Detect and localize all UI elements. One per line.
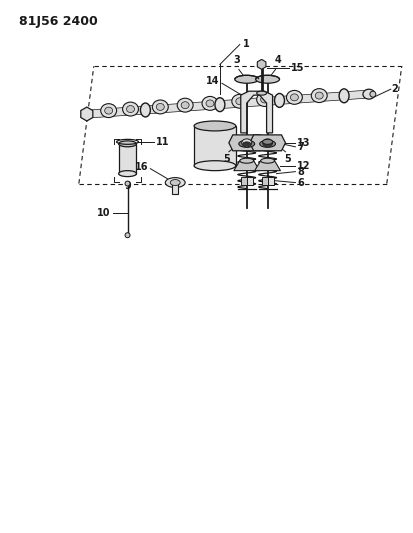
- Text: 4: 4: [274, 55, 281, 66]
- Ellipse shape: [194, 161, 236, 171]
- Text: 10: 10: [97, 208, 111, 219]
- Text: 7: 7: [297, 142, 304, 152]
- Ellipse shape: [202, 96, 218, 110]
- Ellipse shape: [235, 75, 259, 83]
- Ellipse shape: [256, 75, 280, 83]
- Ellipse shape: [370, 91, 376, 97]
- Ellipse shape: [315, 92, 323, 99]
- Polygon shape: [255, 161, 280, 171]
- Polygon shape: [229, 135, 265, 151]
- Text: 13: 13: [297, 138, 311, 148]
- Polygon shape: [268, 176, 273, 184]
- Bar: [194, 126, 236, 166]
- Polygon shape: [247, 176, 253, 184]
- Ellipse shape: [256, 91, 267, 95]
- Ellipse shape: [256, 93, 273, 107]
- Ellipse shape: [339, 89, 349, 103]
- Text: 11: 11: [157, 137, 170, 147]
- Ellipse shape: [125, 233, 130, 238]
- Ellipse shape: [261, 96, 268, 103]
- Ellipse shape: [165, 177, 185, 188]
- Polygon shape: [250, 135, 285, 151]
- Text: 1: 1: [243, 38, 249, 49]
- Ellipse shape: [263, 142, 272, 146]
- Ellipse shape: [236, 98, 244, 105]
- Ellipse shape: [177, 98, 193, 112]
- Polygon shape: [234, 161, 260, 171]
- Text: 16: 16: [135, 161, 148, 172]
- Text: 2: 2: [392, 84, 399, 94]
- Text: 8: 8: [297, 167, 304, 176]
- Ellipse shape: [206, 100, 214, 107]
- Ellipse shape: [290, 94, 298, 101]
- Text: 15: 15: [292, 63, 305, 74]
- Ellipse shape: [232, 94, 248, 108]
- Ellipse shape: [311, 88, 327, 102]
- Polygon shape: [81, 107, 93, 121]
- Ellipse shape: [240, 158, 254, 163]
- Text: 3: 3: [233, 55, 240, 66]
- Ellipse shape: [243, 142, 251, 146]
- Ellipse shape: [152, 100, 168, 114]
- Ellipse shape: [363, 89, 375, 99]
- Ellipse shape: [104, 107, 113, 114]
- Text: 6: 6: [297, 177, 304, 188]
- Ellipse shape: [119, 171, 136, 176]
- Text: 14: 14: [206, 76, 220, 86]
- Text: 9: 9: [124, 181, 131, 191]
- Ellipse shape: [125, 181, 130, 186]
- Text: 5: 5: [223, 154, 230, 164]
- Ellipse shape: [242, 139, 252, 147]
- Ellipse shape: [123, 102, 138, 116]
- Ellipse shape: [287, 91, 302, 104]
- Ellipse shape: [170, 180, 180, 185]
- Polygon shape: [241, 91, 273, 133]
- Ellipse shape: [263, 139, 273, 144]
- Ellipse shape: [157, 103, 164, 110]
- Ellipse shape: [263, 139, 273, 147]
- Text: 5: 5: [284, 154, 291, 164]
- Ellipse shape: [194, 121, 236, 131]
- Ellipse shape: [260, 140, 275, 147]
- Ellipse shape: [126, 106, 135, 112]
- Text: 81J56 2400: 81J56 2400: [19, 15, 98, 28]
- Text: 12: 12: [297, 160, 311, 171]
- Ellipse shape: [119, 141, 136, 147]
- Ellipse shape: [275, 93, 285, 107]
- Bar: [172, 183, 178, 195]
- Bar: [119, 144, 136, 174]
- Polygon shape: [89, 90, 367, 118]
- Ellipse shape: [239, 140, 255, 147]
- Polygon shape: [241, 176, 247, 184]
- Ellipse shape: [261, 158, 275, 163]
- Polygon shape: [261, 176, 268, 184]
- Ellipse shape: [181, 102, 189, 109]
- Ellipse shape: [101, 104, 116, 118]
- Ellipse shape: [140, 103, 150, 117]
- Ellipse shape: [215, 98, 225, 111]
